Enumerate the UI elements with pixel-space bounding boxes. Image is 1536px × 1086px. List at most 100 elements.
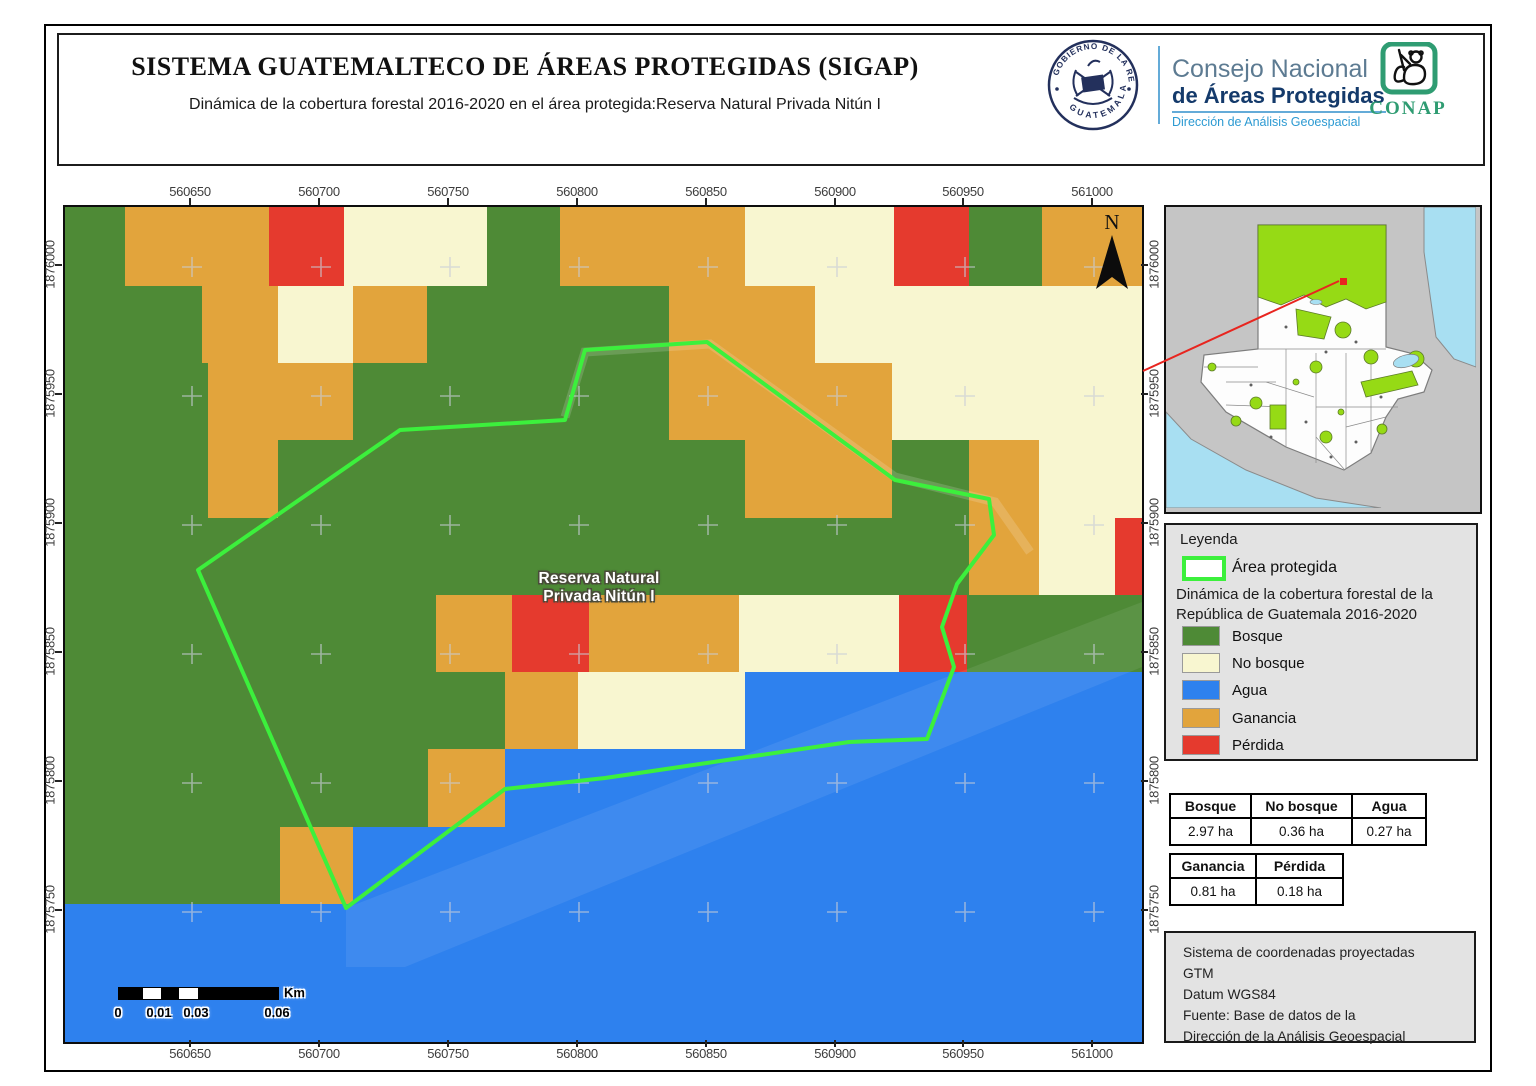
table-value: 0.36 ha — [1250, 817, 1353, 846]
raster-cell-B — [745, 672, 1142, 749]
raster-cell-C — [892, 363, 1142, 440]
raster-cell-O — [589, 595, 739, 672]
legend: Leyenda Área protegida Dinámica de la co… — [1164, 523, 1478, 761]
table-value: 0.18 ha — [1255, 877, 1344, 906]
projection-info-line: GTM — [1183, 966, 1214, 981]
monkey-icon — [1393, 48, 1427, 86]
raster-cell-C — [739, 595, 899, 672]
raster-cell-O — [208, 440, 278, 518]
raster-cell-C — [1039, 518, 1115, 595]
projection-info-line: Dirección de la Análisis Geoespacial — [1183, 1029, 1406, 1044]
y-tick-left — [55, 909, 62, 911]
raster-cell-G — [487, 207, 560, 286]
legend-item-label: Agua — [1232, 682, 1268, 700]
protected-area-legend-label: Área protegida — [1232, 559, 1337, 576]
map-overlay — [182, 257, 1142, 967]
table-header: Pérdida — [1255, 853, 1344, 879]
legend-item-label: Pérdida — [1232, 736, 1284, 754]
svg-text:CONAP: CONAP — [1369, 98, 1447, 119]
x-tick-top — [318, 198, 320, 205]
legend-item-pérdida: Pérdida — [1182, 734, 1472, 756]
page-subtitle: Dinámica de la cobertura forestal 2016-2… — [189, 96, 881, 113]
change-table: Ganancia Pérdida 0.81 ha 0.18 ha — [1169, 853, 1344, 906]
scale-bar-value: 0.03 — [183, 1005, 209, 1020]
x-tick-bottom — [962, 1040, 964, 1047]
table-value: 0.27 ha — [1351, 817, 1427, 846]
legend-description: Dinámica de la cobertura forestal de la … — [1176, 586, 1433, 623]
scale-unit-label: Km — [284, 985, 305, 1000]
table-header: No bosque — [1250, 793, 1353, 819]
raster-cell-G — [65, 363, 208, 440]
protected-area-boundary — [196, 340, 996, 910]
table-value: 2.97 ha — [1169, 817, 1252, 846]
raster-cell-C — [815, 286, 1142, 363]
coat-of-arms — [1072, 59, 1114, 105]
x-axis-label-top: 561000 — [1071, 184, 1113, 199]
raster-cell-C — [278, 286, 353, 363]
legend-title: Leyenda — [1180, 531, 1238, 548]
x-axis-label-top: 560900 — [814, 184, 856, 199]
y-tick-left — [55, 780, 62, 782]
legend-item-no-bosque: No bosque — [1182, 653, 1472, 674]
reserve-location-marker — [1340, 278, 1347, 285]
legend-item-label: Ganancia — [1232, 709, 1297, 727]
conap-wordmark: Consejo Nacional de Áreas Protegidas Dir… — [1172, 56, 1402, 129]
x-axis-label-top: 560750 — [427, 184, 469, 199]
wordmark-rule — [1172, 111, 1386, 114]
table-header: Agua — [1351, 793, 1427, 819]
y-tick-left — [55, 393, 62, 395]
x-axis-label-bottom: 560950 — [942, 1046, 984, 1061]
protected-area-swatch-icon — [1182, 556, 1226, 581]
x-axis-label-bottom: 560900 — [814, 1046, 856, 1061]
x-axis-label-bottom: 560750 — [427, 1046, 469, 1061]
raster-cell-G — [65, 749, 428, 827]
x-tick-bottom — [318, 1040, 320, 1047]
protected-area-label: Reserva Natural Privada Nitún I — [538, 570, 660, 605]
consejo-line1: Consejo Nacional — [1172, 55, 1368, 83]
scale-bar — [118, 987, 279, 1000]
y-axis-label-right: 1875950 — [1146, 369, 1162, 418]
x-tick-top — [576, 198, 578, 205]
raster-cell-O — [125, 207, 269, 286]
x-tick-top — [189, 198, 191, 205]
legend-item-ganancia: Ganancia — [1182, 707, 1472, 729]
x-axis-label-bottom: 561000 — [1071, 1046, 1113, 1061]
y-tick-right — [1141, 780, 1148, 782]
x-tick-bottom — [447, 1040, 449, 1047]
raster-cell-O — [969, 440, 1039, 518]
legend-item-label: Bosque — [1232, 628, 1283, 645]
table-header: Ganancia — [1169, 853, 1257, 879]
raster-cell-R — [899, 595, 967, 672]
y-axis-label-right: 1875900 — [1146, 498, 1162, 547]
y-tick-left — [55, 264, 62, 266]
page-border — [44, 24, 1492, 1072]
y-axis-label-right: 1876000 — [1146, 240, 1162, 289]
y-tick-left — [55, 651, 62, 653]
x-tick-top — [705, 198, 707, 205]
y-axis-label-right: 1875850 — [1146, 627, 1162, 676]
raster-cell-C — [745, 207, 894, 286]
raster-cell-O — [208, 363, 353, 440]
raster-cell-R — [269, 207, 344, 286]
raster-cell-R — [894, 207, 969, 286]
x-axis-label-bottom: 560800 — [556, 1046, 598, 1061]
raster-cell-O — [428, 749, 505, 827]
raster-cell-O — [1042, 207, 1142, 286]
x-tick-top — [962, 198, 964, 205]
y-tick-right — [1141, 651, 1148, 653]
raster-cell-B — [353, 827, 1142, 904]
main-map: Reserva Natural Privada Nitún I — [63, 205, 1144, 1044]
projection-info-line: Fuente: Base de datos de la — [1183, 1008, 1356, 1023]
y-tick-left — [55, 522, 62, 524]
consejo-line3: Dirección de Análisis Geoespacial — [1172, 115, 1361, 130]
raster-cell-R — [512, 595, 589, 672]
x-tick-top — [1091, 198, 1093, 205]
table-header: Bosque — [1169, 793, 1252, 819]
gobierno-guatemala-seal-icon: GOBIERNO DE LA REPÚBLICA GUATEMALA — [1046, 38, 1139, 131]
graticule-crosses — [182, 257, 1104, 922]
raster-cell-G — [65, 207, 125, 286]
guatemala-inset-map — [1164, 205, 1482, 514]
x-axis-label-bottom: 560700 — [298, 1046, 340, 1061]
x-axis-label-top: 560700 — [298, 184, 340, 199]
